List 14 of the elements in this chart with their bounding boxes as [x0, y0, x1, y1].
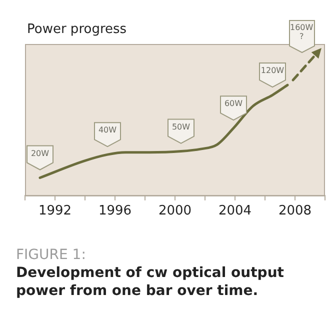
chart-title: Power progress: [27, 22, 127, 37]
annotation: 60W: [224, 99, 243, 108]
annotation: 40W: [98, 126, 117, 135]
text: Development of cw optical output power from one bar over time.: [16, 264, 285, 300]
caption: FIGURE 1:: [16, 246, 87, 264]
annotation: 20W: [30, 148, 50, 158]
text: 160W ?: [289, 22, 314, 41]
annotation: 50W: [172, 122, 190, 132]
x-tick-label: 1992: [38, 204, 72, 219]
x-tick-label: 2008: [278, 204, 312, 219]
annotation: 120W: [260, 66, 284, 76]
x-tick-label: 2000: [158, 204, 192, 219]
x-tick-label: 1996: [98, 204, 132, 219]
x-tick-label: 2004: [218, 204, 252, 219]
